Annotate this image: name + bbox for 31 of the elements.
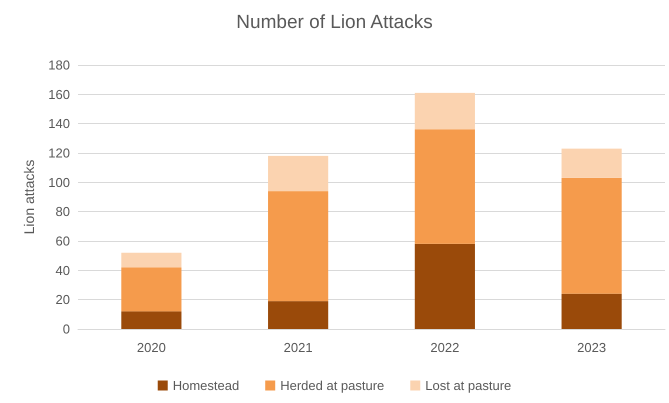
x-tick-label: 2023: [577, 340, 606, 355]
bar: [414, 92, 475, 130]
y-axis-title: Lion attacks: [21, 160, 37, 234]
y-tick-label: 0: [62, 322, 70, 336]
chart-title: Number of Lion Attacks: [236, 12, 433, 33]
x-tick-label: 2020: [136, 340, 166, 355]
legend-label: Lost at pasture: [425, 378, 512, 393]
legend-label: Homestead: [172, 378, 240, 393]
bar: [414, 244, 475, 329]
legend-label: Herded at pasture: [280, 378, 384, 393]
y-tick-label: 140: [48, 116, 70, 132]
bar: [562, 148, 622, 178]
bar: [121, 252, 182, 268]
y-tick-label: 120: [48, 146, 70, 160]
x-tick-label: 2022: [430, 340, 460, 355]
bar: [268, 191, 328, 302]
bar: [121, 267, 182, 312]
y-tick-label: 40: [56, 262, 70, 278]
y-tick-label: 160: [48, 86, 70, 102]
bar: [268, 156, 328, 192]
bar: [562, 178, 622, 294]
y-tick-label: 100: [48, 174, 70, 190]
bar: [268, 301, 328, 329]
y-tick-label: 20: [56, 292, 70, 308]
bar: [121, 311, 182, 329]
bar: [414, 130, 475, 244]
bar: [562, 294, 622, 329]
y-tick-label: 180: [48, 58, 70, 72]
y-tick-label: 80: [56, 204, 70, 220]
y-tick-label: 60: [56, 234, 70, 248]
x-tick-label: 2021: [284, 340, 313, 355]
